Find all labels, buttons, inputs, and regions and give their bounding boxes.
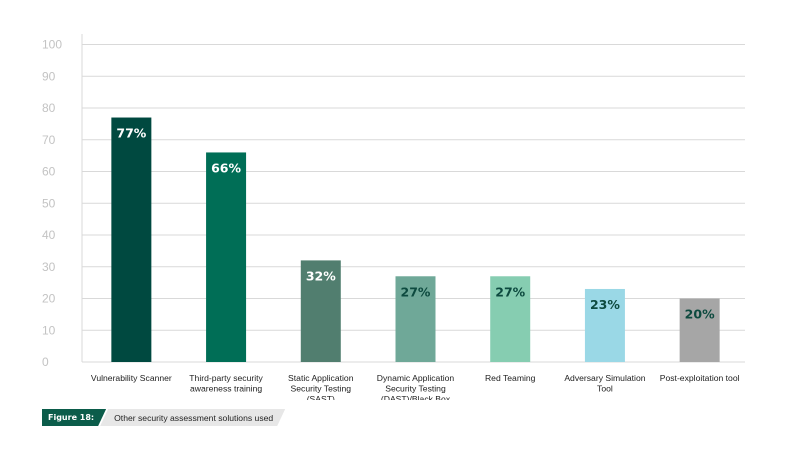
data-label: 27% (401, 284, 431, 299)
y-tick-label: 0 (42, 355, 49, 369)
bar (300, 260, 341, 362)
y-tick-label: 70 (42, 133, 56, 147)
category-label: Post-exploitation tool (660, 373, 740, 383)
data-labels: 77% 66% 32% 27% 27% 23% 20% (116, 126, 715, 322)
category-label: Red Teaming (485, 373, 536, 383)
data-label: 23% (590, 297, 620, 312)
bar (206, 152, 247, 362)
gridlines (81, 34, 745, 363)
data-label: 66% (211, 160, 241, 175)
bar-chart: 0 10 20 30 40 50 60 70 80 90 100 77% 66% 32% 27% 27% 23… (42, 34, 745, 400)
data-label: 20% (685, 307, 715, 322)
figure-number: Figure 18: (42, 409, 106, 426)
category-label: Adversary Simulation Tool (564, 373, 645, 394)
data-label: 77% (116, 126, 146, 141)
data-label: 27% (495, 284, 525, 299)
data-label: 32% (306, 268, 336, 283)
figure-caption-text: Other security assessment solutions used (100, 409, 285, 426)
category-label: Vulnerability Scanner (91, 373, 172, 383)
y-tick-label: 80 (42, 101, 56, 115)
category-labels: Vulnerability Scanner Third-party securit… (91, 373, 740, 400)
category-label: Dynamic Application Security Testing (DAST… (377, 373, 455, 400)
figure-caption: Figure 18: Other security assessment sol… (42, 409, 285, 426)
bar (490, 276, 531, 362)
y-axis-tick-labels: 0 10 20 30 40 50 60 70 80 90 100 (42, 38, 62, 370)
y-tick-label: 10 (42, 323, 56, 337)
category-label: Static Application Security Testing (SAST) (288, 373, 354, 400)
y-tick-label: 100 (42, 38, 62, 52)
y-tick-label: 40 (42, 228, 56, 242)
bar (679, 298, 720, 362)
category-label: Third-party security awareness training (189, 373, 263, 394)
y-tick-label: 50 (42, 196, 56, 210)
bars (111, 117, 720, 363)
bar (584, 288, 625, 362)
y-tick-label: 60 (42, 165, 56, 179)
y-tick-label: 20 (42, 292, 56, 306)
y-tick-label: 30 (42, 260, 56, 274)
bar (395, 276, 436, 362)
bar (111, 117, 152, 363)
y-tick-label: 90 (42, 69, 56, 83)
